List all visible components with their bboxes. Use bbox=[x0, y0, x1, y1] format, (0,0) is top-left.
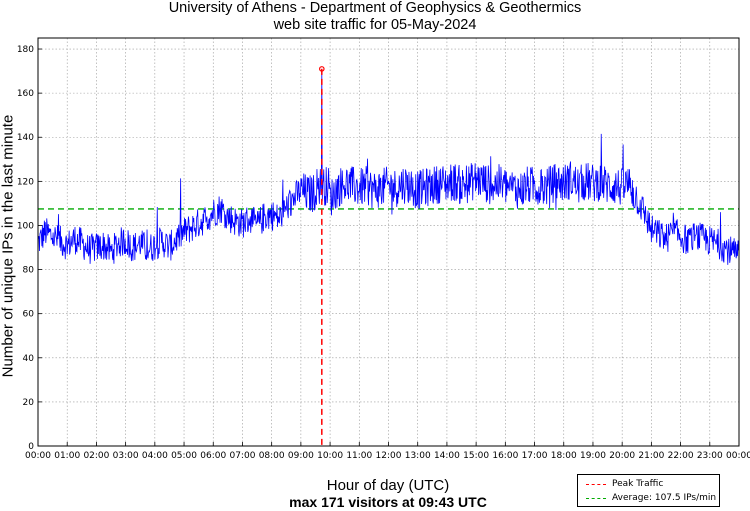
title-line-2: web site traffic for 05-May-2024 bbox=[273, 17, 477, 33]
x-tick-label: 06:00 bbox=[200, 451, 226, 461]
grid-lines bbox=[38, 38, 739, 446]
legend-label-average: Average: 107.5 IPs/min bbox=[612, 493, 717, 503]
legend-label-peak: Peak Traffic bbox=[612, 479, 664, 489]
x-tick-label: 01:00 bbox=[54, 451, 80, 461]
x-ticks: 00:00 01:00 02:00 03:00 04:00 05:00 06:00 07:00… bbox=[25, 442, 750, 461]
x-tick-label: 13:00 bbox=[405, 451, 431, 461]
x-tick-label: 23:00 bbox=[697, 451, 723, 461]
x-tick-label: 18:00 bbox=[551, 451, 577, 461]
x-tick-label: 17:00 bbox=[522, 451, 548, 461]
y-tick-label: 40 bbox=[23, 354, 35, 364]
x-tick-label: 12:00 bbox=[376, 451, 402, 461]
x-tick-label: 20:00 bbox=[609, 451, 635, 461]
x-tick-label: 03:00 bbox=[113, 451, 139, 461]
x-tick-label: 00:00 bbox=[25, 451, 51, 461]
legend-swatch-peak bbox=[586, 483, 606, 485]
x-tick-label: 05:00 bbox=[171, 451, 197, 461]
x-tick-label: 15:00 bbox=[463, 451, 489, 461]
y-tick-label: 80 bbox=[23, 266, 35, 276]
x-axis-label-block: Hour of day (UTC) max 171 visitors at 09… bbox=[0, 477, 750, 511]
legend-entry-peak: Peak Traffic bbox=[586, 478, 663, 490]
x-tick-label: 00:00 bbox=[726, 451, 750, 461]
y-ticks: 0 20 40 60 80 100 120 140 160 180 bbox=[17, 45, 42, 452]
x-tick-label: 16:00 bbox=[492, 451, 518, 461]
max-visitors-note: max 171 visitors at 09:43 UTC bbox=[289, 494, 487, 510]
chart-title: University of Athens - Department of Geo… bbox=[0, 0, 750, 34]
x-tick-label: 09:00 bbox=[288, 451, 314, 461]
y-tick-label: 120 bbox=[17, 177, 34, 187]
x-axis-label: Hour of day (UTC) bbox=[326, 477, 450, 494]
legend-entry-average: Average: 107.5 IPs/min bbox=[586, 492, 716, 504]
x-tick-label: 19:00 bbox=[580, 451, 606, 461]
legend: Peak Traffic Average: 107.5 IPs/min bbox=[577, 474, 720, 507]
x-tick-label: 08:00 bbox=[259, 451, 285, 461]
x-tick-label: 11:00 bbox=[346, 451, 372, 461]
y-tick-label: 160 bbox=[17, 89, 34, 99]
y-tick-label: 180 bbox=[17, 45, 34, 55]
x-tick-label: 02:00 bbox=[83, 451, 109, 461]
y-tick-label: 100 bbox=[17, 221, 34, 231]
x-tick-label: 14:00 bbox=[434, 451, 460, 461]
y-tick-label: 140 bbox=[17, 133, 34, 143]
legend-swatch-average bbox=[586, 497, 606, 499]
traffic-series-line bbox=[37, 68, 740, 265]
y-tick-label: 20 bbox=[23, 398, 35, 408]
y-tick-label: 0 bbox=[28, 442, 34, 452]
x-tick-label: 04:00 bbox=[142, 451, 168, 461]
x-tick-label: 21:00 bbox=[638, 451, 664, 461]
title-line-1: University of Athens - Department of Geo… bbox=[168, 0, 582, 16]
peak-group bbox=[319, 66, 325, 446]
x-tick-label: 22:00 bbox=[668, 451, 694, 461]
x-tick-label: 10:00 bbox=[317, 451, 343, 461]
peak-marker bbox=[319, 66, 325, 72]
x-tick-label: 07:00 bbox=[229, 451, 255, 461]
y-tick-label: 60 bbox=[23, 310, 35, 320]
